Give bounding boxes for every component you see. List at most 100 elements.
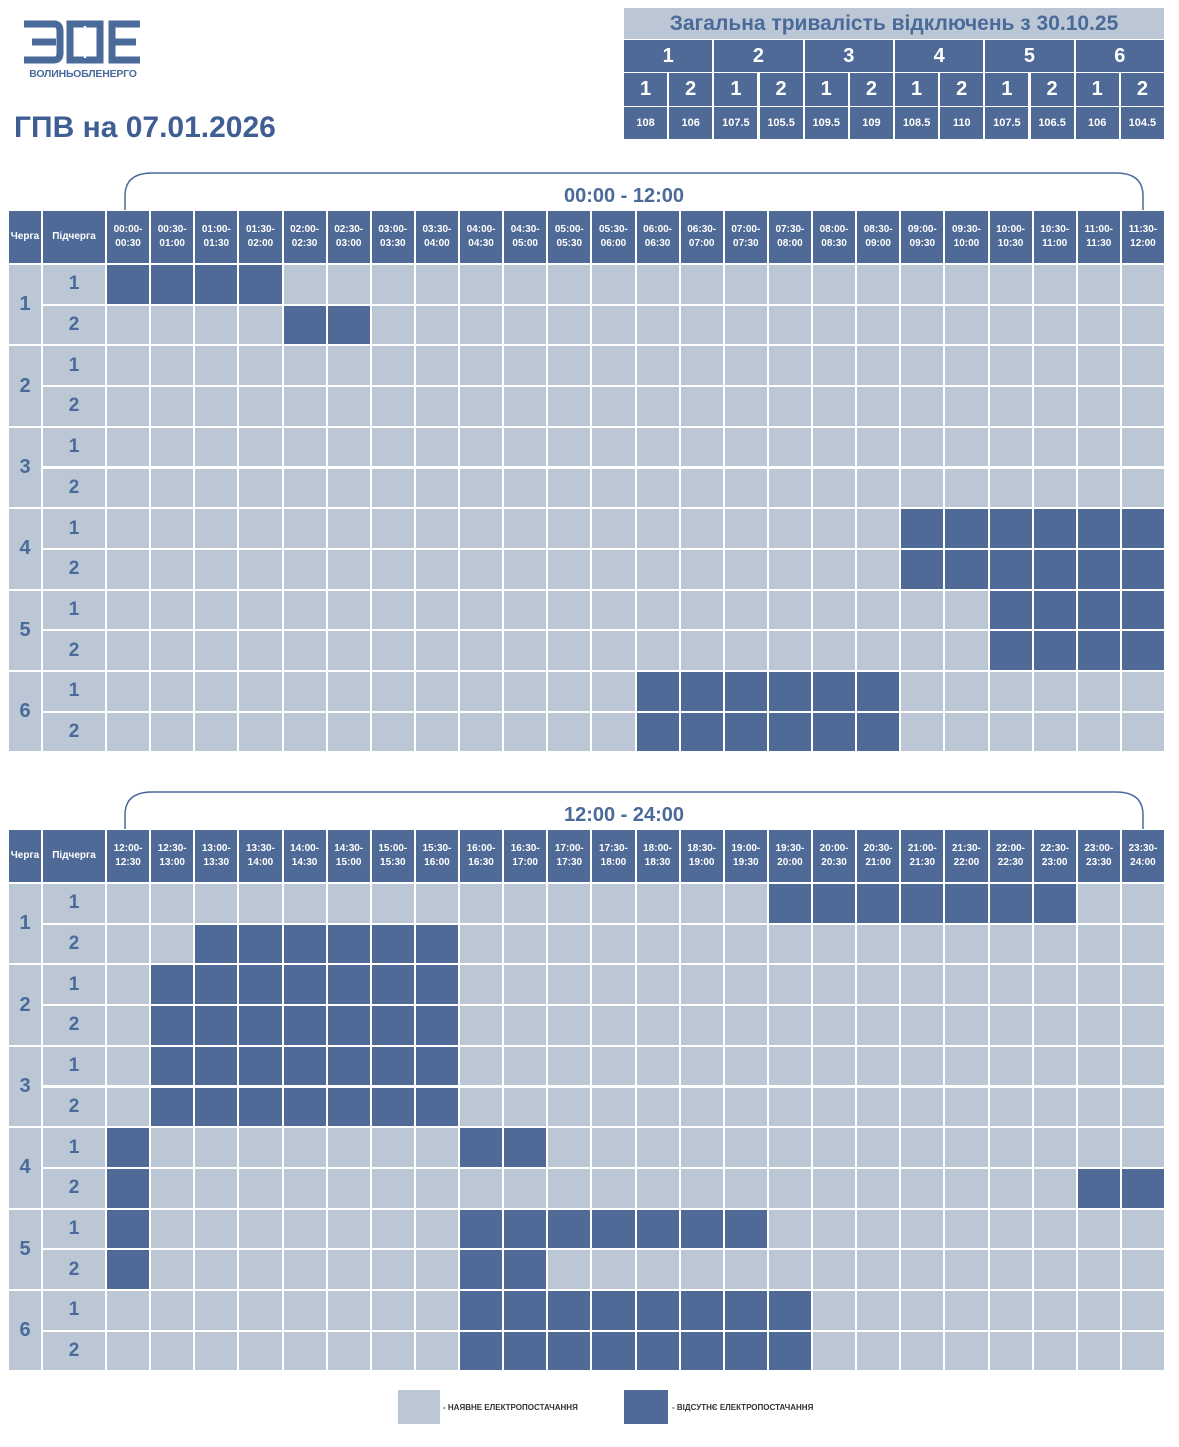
power-cell	[767, 1045, 812, 1087]
power-cell	[679, 508, 724, 549]
power-cell	[106, 589, 151, 631]
outage-cell	[900, 548, 945, 590]
summary-value: 106.5	[1029, 106, 1075, 140]
power-cell	[635, 923, 680, 965]
power-cell	[414, 1330, 459, 1372]
power-cell	[1120, 386, 1165, 427]
power-cell	[370, 386, 415, 427]
outage-cell	[767, 1290, 812, 1331]
power-cell	[856, 1045, 901, 1087]
outage-cell	[1076, 1167, 1121, 1209]
power-cell	[988, 1290, 1033, 1331]
power-cell	[106, 304, 151, 346]
power-cell	[988, 345, 1033, 387]
power-cell	[370, 1290, 415, 1331]
power-cell	[1032, 964, 1077, 1006]
power-cell	[856, 345, 901, 387]
power-cell	[459, 304, 504, 346]
power-cell	[414, 386, 459, 427]
slot-header: 23:00-23:30	[1076, 829, 1121, 883]
power-cell	[591, 630, 636, 671]
summary-queue: 6	[1074, 39, 1165, 73]
subqueue-header: Підчерга	[42, 829, 106, 883]
subqueue-header: Підчерга	[42, 210, 106, 264]
outage-cell	[238, 1045, 283, 1087]
power-cell	[194, 883, 239, 924]
outage-cell	[1032, 508, 1077, 549]
slot-header: 22:30-23:00	[1032, 829, 1077, 883]
subqueue-label: 2	[42, 386, 106, 427]
slot-header: 18:00-18:30	[635, 829, 680, 883]
power-cell	[635, 1127, 680, 1168]
slot-header: 07:00-07:30	[723, 210, 768, 264]
power-cell	[856, 964, 901, 1006]
outage-cell	[238, 1086, 283, 1128]
outage-cell	[635, 1290, 680, 1331]
subqueue-label: 1	[42, 1045, 106, 1087]
power-cell	[150, 508, 195, 549]
power-cell	[723, 1005, 768, 1046]
outage-cell	[723, 711, 768, 753]
power-cell	[414, 1249, 459, 1290]
power-cell	[591, 264, 636, 305]
power-cell	[1076, 883, 1121, 924]
power-cell	[767, 589, 812, 631]
power-cell	[150, 467, 195, 509]
subqueue-label: 2	[42, 304, 106, 346]
queue-label: 2	[8, 964, 42, 1046]
power-cell	[326, 345, 371, 387]
power-cell	[459, 467, 504, 509]
outage-cell	[856, 671, 901, 712]
power-cell	[723, 345, 768, 387]
power-cell	[459, 1167, 504, 1209]
power-cell	[1076, 1127, 1121, 1168]
power-cell	[326, 711, 371, 753]
outage-cell	[414, 964, 459, 1006]
outage-cell	[282, 1045, 327, 1087]
power-cell	[106, 711, 151, 753]
power-cell	[503, 923, 548, 965]
power-cell	[1076, 711, 1121, 753]
summary-subqueue: 1	[984, 72, 1030, 107]
power-cell	[238, 1167, 283, 1209]
power-cell	[194, 304, 239, 346]
power-cell	[370, 508, 415, 549]
power-cell	[812, 1167, 857, 1209]
queue-label: 5	[8, 589, 42, 671]
power-cell	[150, 548, 195, 590]
power-cell	[988, 264, 1033, 305]
slot-header: 09:00-09:30	[900, 210, 945, 264]
outage-cell	[150, 1005, 195, 1046]
power-cell	[900, 1290, 945, 1331]
queue-label: 3	[8, 426, 42, 509]
period-bracket	[124, 172, 1144, 210]
power-cell	[900, 630, 945, 671]
subqueue-label: 1	[42, 964, 106, 1006]
subqueue-label: 1	[42, 589, 106, 631]
outage-cell	[503, 1330, 548, 1372]
slot-header: 23:30-24:00	[1120, 829, 1165, 883]
summary-value: 107.5	[984, 106, 1030, 140]
outage-cell	[459, 1249, 504, 1290]
outage-cell	[1120, 589, 1165, 631]
power-cell	[194, 1167, 239, 1209]
outage-cell	[106, 1127, 151, 1168]
power-cell	[900, 467, 945, 509]
slot-header: 14:30-15:00	[326, 829, 371, 883]
outage-cell	[1076, 508, 1121, 549]
power-cell	[812, 964, 857, 1006]
power-cell	[503, 467, 548, 509]
power-cell	[591, 589, 636, 631]
power-cell	[856, 923, 901, 965]
power-cell	[944, 1127, 989, 1168]
slot-header: 15:00-15:30	[370, 829, 415, 883]
power-cell	[591, 923, 636, 965]
subqueue-label: 2	[42, 1249, 106, 1290]
power-cell	[988, 1005, 1033, 1046]
slot-header: 03:00-03:30	[370, 210, 415, 264]
power-cell	[194, 508, 239, 549]
power-cell	[238, 426, 283, 468]
outage-cell	[414, 1005, 459, 1046]
power-cell	[591, 711, 636, 753]
power-cell	[194, 345, 239, 387]
